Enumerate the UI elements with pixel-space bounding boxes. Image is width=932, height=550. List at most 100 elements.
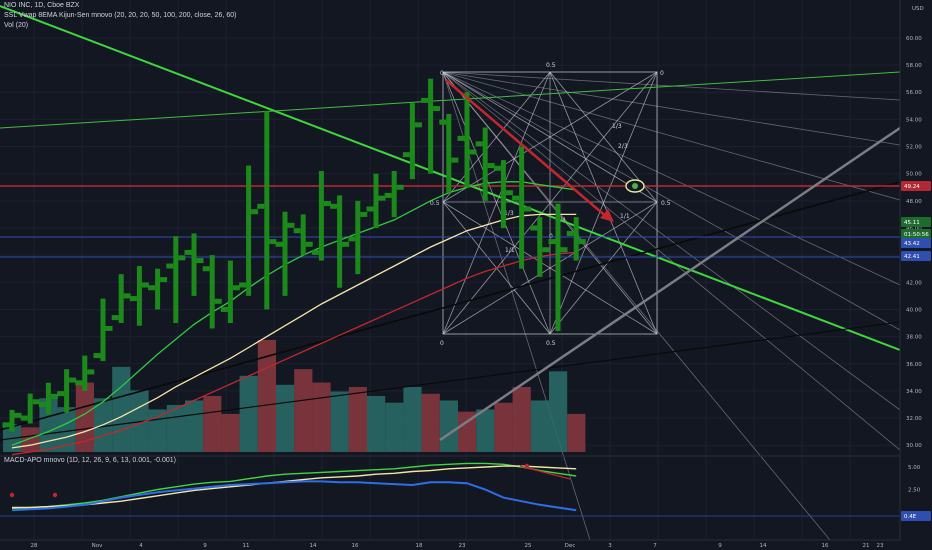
drawing-overlay[interactable]	[445, 79, 645, 222]
price-badge	[901, 217, 931, 227]
candle-range	[191, 233, 197, 296]
candle-range	[173, 236, 179, 324]
moving-average-line	[11, 251, 577, 456]
candle-open-tick	[111, 315, 119, 321]
volume-bar	[21, 427, 40, 452]
candle-range	[373, 173, 379, 228]
date-tick-label: Nov	[92, 543, 103, 549]
volume-bar	[476, 409, 495, 452]
price-tick-label: 32.00	[906, 416, 922, 422]
time-axis[interactable]: 28 Nov 4 9 11 14 16 18 23 25 Dec 3 7 9 14 16 21 23	[0, 539, 900, 550]
candle-close-tick	[396, 184, 404, 190]
volume-bar	[494, 402, 513, 452]
price-tick-label: 40.00	[906, 307, 922, 313]
candle-open-tick	[293, 228, 301, 234]
volume-bar	[312, 382, 331, 452]
candle-range	[209, 255, 215, 329]
volume-bar	[203, 396, 222, 452]
candle-close-tick	[269, 239, 277, 245]
date-tick-label: 14	[310, 543, 317, 549]
macd-tick-label: 5.00	[908, 465, 921, 471]
price-badge-label: 0.4E	[904, 514, 917, 520]
candle-close-tick	[232, 285, 240, 291]
candle-open-tick	[530, 225, 538, 231]
volume-bar	[439, 400, 458, 452]
candle-close-tick	[141, 282, 149, 288]
candle-range	[227, 260, 233, 324]
candle-close-tick	[287, 222, 295, 228]
price-tick-label: 30.00	[906, 443, 922, 449]
candle-range	[64, 369, 70, 413]
volume-legend[interactable]: Vol (20)	[4, 22, 29, 29]
candle-close-tick	[487, 163, 495, 169]
candle-range	[82, 355, 88, 391]
gann-level-label: 1/1	[620, 213, 630, 220]
candle-range	[100, 298, 106, 362]
candle-close-tick	[323, 201, 331, 207]
candle-open-tick	[257, 203, 265, 209]
candle-range	[337, 195, 343, 288]
candle-open-tick	[275, 241, 283, 247]
candle-close-tick	[469, 149, 477, 155]
macd-pane	[0, 455, 900, 517]
candle-range	[428, 78, 434, 174]
candle-close-tick	[451, 157, 459, 163]
candle-close-tick	[160, 277, 168, 283]
price-tick-label: 52.00	[906, 145, 922, 151]
date-tick-label: Dec	[565, 543, 576, 549]
candle-close-tick	[87, 369, 95, 375]
candle-open-tick	[20, 415, 28, 421]
upper-channel-line	[0, 71, 901, 129]
price-axis[interactable]: USD60.0058.0056.0054.0052.0050.0048.0046…	[899, 0, 932, 550]
candle-close-tick	[378, 195, 386, 201]
candle-close-tick	[214, 298, 222, 304]
volume-bar	[567, 413, 586, 452]
candle-close-tick	[251, 209, 259, 215]
price-badge	[901, 251, 931, 261]
candle-open-tick	[384, 192, 392, 198]
candle-open-tick	[475, 141, 483, 147]
candle-open-tick	[166, 263, 174, 269]
candle-open-tick	[184, 249, 192, 255]
gann-line	[442, 71, 901, 331]
volume-bar	[549, 371, 568, 452]
symbol-legend[interactable]: NIO INC, 1D, Cboe BZX	[4, 2, 80, 9]
candle-open-tick	[311, 249, 319, 255]
volume-bar	[330, 391, 349, 452]
volume-bar	[185, 400, 204, 452]
macd-red-segment	[519, 465, 571, 480]
candle-range	[446, 113, 452, 193]
candle-open-tick	[202, 266, 210, 272]
time-axis-background	[0, 540, 900, 550]
date-tick-label: 25	[525, 543, 532, 549]
moving-average-line	[11, 181, 577, 446]
candle-open-tick	[75, 380, 83, 386]
indicator-legend[interactable]: SSL Vwap 8EMA Kijun-Sen mnovo (20, 20, 2…	[4, 12, 237, 19]
candle-range	[300, 214, 306, 256]
macd-legend[interactable]: MACD-APO mnovo (1D, 12, 26, 9, 6, 13, 0.…	[4, 457, 176, 464]
gann-level-label: 0	[440, 340, 444, 347]
gann-level-label: 0	[660, 70, 664, 77]
candle-close-tick	[360, 211, 368, 217]
volume-bar	[385, 402, 404, 452]
candle-open-tick	[239, 282, 247, 288]
price-badge-label: 42.41	[904, 254, 920, 260]
date-tick-label: 23	[877, 543, 884, 549]
gann-line	[442, 71, 901, 451]
volume-bars	[3, 340, 586, 452]
candle-close-tick	[578, 239, 586, 245]
date-tick-label: 28	[31, 543, 38, 549]
candle-range	[482, 127, 488, 201]
gann-level-label: 2/3	[618, 143, 628, 150]
gann-line	[442, 71, 551, 335]
price-tick-label: 48.00	[906, 199, 922, 205]
red-arrow-head	[600, 209, 614, 222]
candle-close-tick	[69, 377, 77, 383]
price-tick-label: 36.00	[906, 362, 922, 368]
gray-diagonal	[439, 126, 901, 442]
candle-close-tick	[542, 247, 550, 253]
candle-open-tick	[148, 285, 156, 291]
candle-open-tick	[457, 135, 465, 141]
price-badge-label: 01:50:56	[904, 232, 929, 238]
